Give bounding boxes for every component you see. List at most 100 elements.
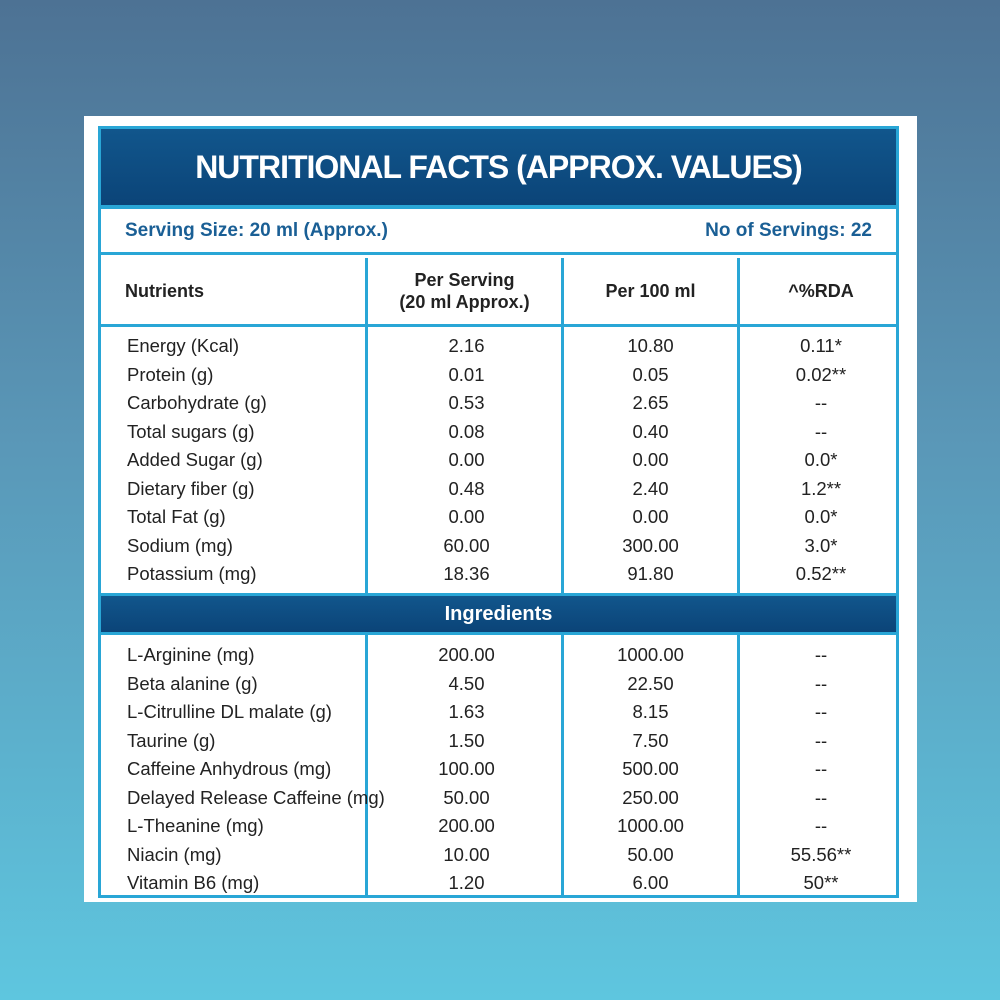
table-row: Dietary fiber (g) 0.48 2.40 1.2** (101, 475, 896, 504)
table-row: Taurine (g) 1.50 7.50 -- (101, 727, 896, 756)
column-divider (365, 258, 368, 895)
row-name: Taurine (g) (127, 729, 216, 751)
row-rda: -- (814, 672, 828, 694)
page-title: NUTRITIONAL FACTS (APPROX. VALUES) (101, 129, 896, 209)
row-rda: 0.02** (795, 363, 847, 385)
row-rda: 55.56** (790, 843, 852, 865)
row-rda: 3.0* (804, 534, 838, 556)
table-row: Protein (g) 0.01 0.05 0.02** (101, 361, 896, 390)
row-name: Energy (Kcal) (127, 335, 240, 356)
row-name: Delayed Release Caffeine (mg) (127, 786, 385, 808)
row-per-serving: 0.53 (448, 392, 485, 413)
row-per-100ml: 250.00 (622, 786, 679, 808)
row-per-100ml: 2.40 (632, 477, 669, 499)
row-per-serving: 100.00 (438, 758, 495, 779)
row-rda: -- (814, 420, 828, 442)
row-per-serving: 0.01 (448, 363, 485, 385)
row-per-100ml: 8.15 (632, 701, 669, 722)
servings-count: No of Servings: 22 (705, 219, 872, 241)
serving-info: Serving Size: 20 ml (Approx.) No of Serv… (101, 209, 896, 255)
column-divider (561, 258, 564, 895)
row-name: Potassium (mg) (127, 563, 257, 584)
col-header-nutrients: Nutrients (125, 281, 205, 301)
row-per-serving: 0.48 (448, 477, 485, 499)
row-per-serving: 200.00 (438, 815, 495, 836)
row-name: Vitamin B6 (mg) (127, 872, 260, 893)
col-header-rda: ^%RDA (788, 281, 854, 301)
row-per-100ml: 0.00 (632, 449, 669, 470)
row-per-100ml: 6.00 (632, 872, 669, 893)
row-per-100ml: 300.00 (622, 534, 679, 556)
table-row: Potassium (mg) 18.36 91.80 0.52** (101, 560, 896, 589)
table-row: Sodium (mg) 60.00 300.00 3.0* (101, 532, 896, 561)
row-per-100ml: 0.00 (632, 506, 669, 527)
row-per-serving: 0.08 (448, 420, 485, 442)
table-row: L-Theanine (mg) 200.00 1000.00 -- (101, 812, 896, 841)
row-per-100ml: 1000.00 (617, 815, 684, 836)
table-row: Beta alanine (g) 4.50 22.50 -- (101, 670, 896, 699)
serving-size: Serving Size: 20 ml (Approx.) (125, 219, 388, 241)
table-row: Caffeine Anhydrous (mg) 100.00 500.00 -- (101, 755, 896, 784)
col-header-per-serving: Per Serving (20 ml Approx.) (368, 258, 561, 324)
row-per-serving: 1.50 (448, 729, 485, 751)
row-name: Protein (g) (127, 363, 214, 385)
row-per-serving: 2.16 (448, 335, 485, 356)
row-name: Total Fat (g) (127, 506, 226, 527)
nutrition-label: NUTRITIONAL FACTS (APPROX. VALUES) Servi… (84, 116, 917, 902)
table-row: Carbohydrate (g) 0.53 2.65 -- (101, 389, 896, 418)
row-rda: -- (814, 392, 828, 413)
row-name: Carbohydrate (g) (127, 392, 267, 413)
table-row: Added Sugar (g) 0.00 0.00 0.0* (101, 446, 896, 475)
col-header-per-100ml: Per 100 ml (605, 281, 696, 301)
row-name: L-Theanine (mg) (127, 815, 264, 836)
col-header-per-serving-line1: Per Serving (414, 270, 515, 290)
row-rda: -- (814, 644, 828, 665)
row-per-100ml: 10.80 (627, 335, 674, 356)
row-per-serving: 1.20 (448, 872, 485, 893)
row-per-serving: 4.50 (448, 672, 485, 694)
header-divider (101, 324, 896, 327)
row-per-serving: 1.63 (448, 701, 485, 722)
row-name: L-Citrulline DL malate (g) (127, 701, 332, 722)
row-name: L-Arginine (mg) (127, 644, 255, 665)
row-per-serving: 10.00 (443, 843, 490, 865)
row-rda: -- (814, 786, 828, 808)
row-per-100ml: 22.50 (627, 672, 674, 694)
table-row: Vitamin B6 (mg) 1.20 6.00 50** (101, 869, 896, 898)
row-per-100ml: 2.65 (632, 392, 669, 413)
table-row: Niacin (mg) 10.00 50.00 55.56** (101, 841, 896, 870)
row-rda: -- (814, 758, 828, 779)
row-rda: 50** (803, 872, 839, 893)
row-name: Beta alanine (g) (127, 672, 258, 694)
row-name: Total sugars (g) (127, 420, 255, 442)
row-rda: 0.0* (804, 449, 838, 470)
col-header-per-serving-line2: (20 ml Approx.) (399, 292, 530, 312)
row-per-100ml: 91.80 (627, 563, 674, 584)
column-divider (737, 258, 740, 895)
row-rda: 0.11* (800, 335, 842, 356)
row-per-serving: 60.00 (443, 534, 490, 556)
row-per-serving: 0.00 (448, 449, 485, 470)
row-per-serving: 0.00 (448, 506, 485, 527)
row-per-100ml: 50.00 (627, 843, 674, 865)
row-rda: -- (814, 815, 828, 836)
row-per-100ml: 500.00 (622, 758, 679, 779)
row-name: Dietary fiber (g) (127, 477, 255, 499)
facts-table: Nutrients Per Serving (20 ml Approx.) Pe… (101, 258, 896, 895)
table-row: Energy (Kcal) 2.16 10.80 0.11* (101, 332, 896, 361)
row-per-100ml: 7.50 (632, 729, 669, 751)
row-per-100ml: 1000.00 (617, 644, 684, 665)
table-row: Total sugars (g) 0.08 0.40 -- (101, 418, 896, 447)
ingredients-heading: Ingredients (101, 593, 896, 635)
table-row: Total Fat (g) 0.00 0.00 0.0* (101, 503, 896, 532)
row-rda: 1.2** (800, 477, 842, 499)
row-per-serving: 18.36 (443, 563, 490, 584)
row-name: Added Sugar (g) (127, 449, 263, 470)
table-row: L-Arginine (mg) 200.00 1000.00 -- (101, 641, 896, 670)
table-row: L-Citrulline DL malate (g) 1.63 8.15 -- (101, 698, 896, 727)
row-per-serving: 50.00 (443, 786, 490, 808)
row-name: Niacin (mg) (127, 843, 222, 865)
row-name: Sodium (mg) (127, 534, 233, 556)
row-rda: 0.52** (795, 563, 847, 584)
row-rda: -- (814, 701, 828, 722)
